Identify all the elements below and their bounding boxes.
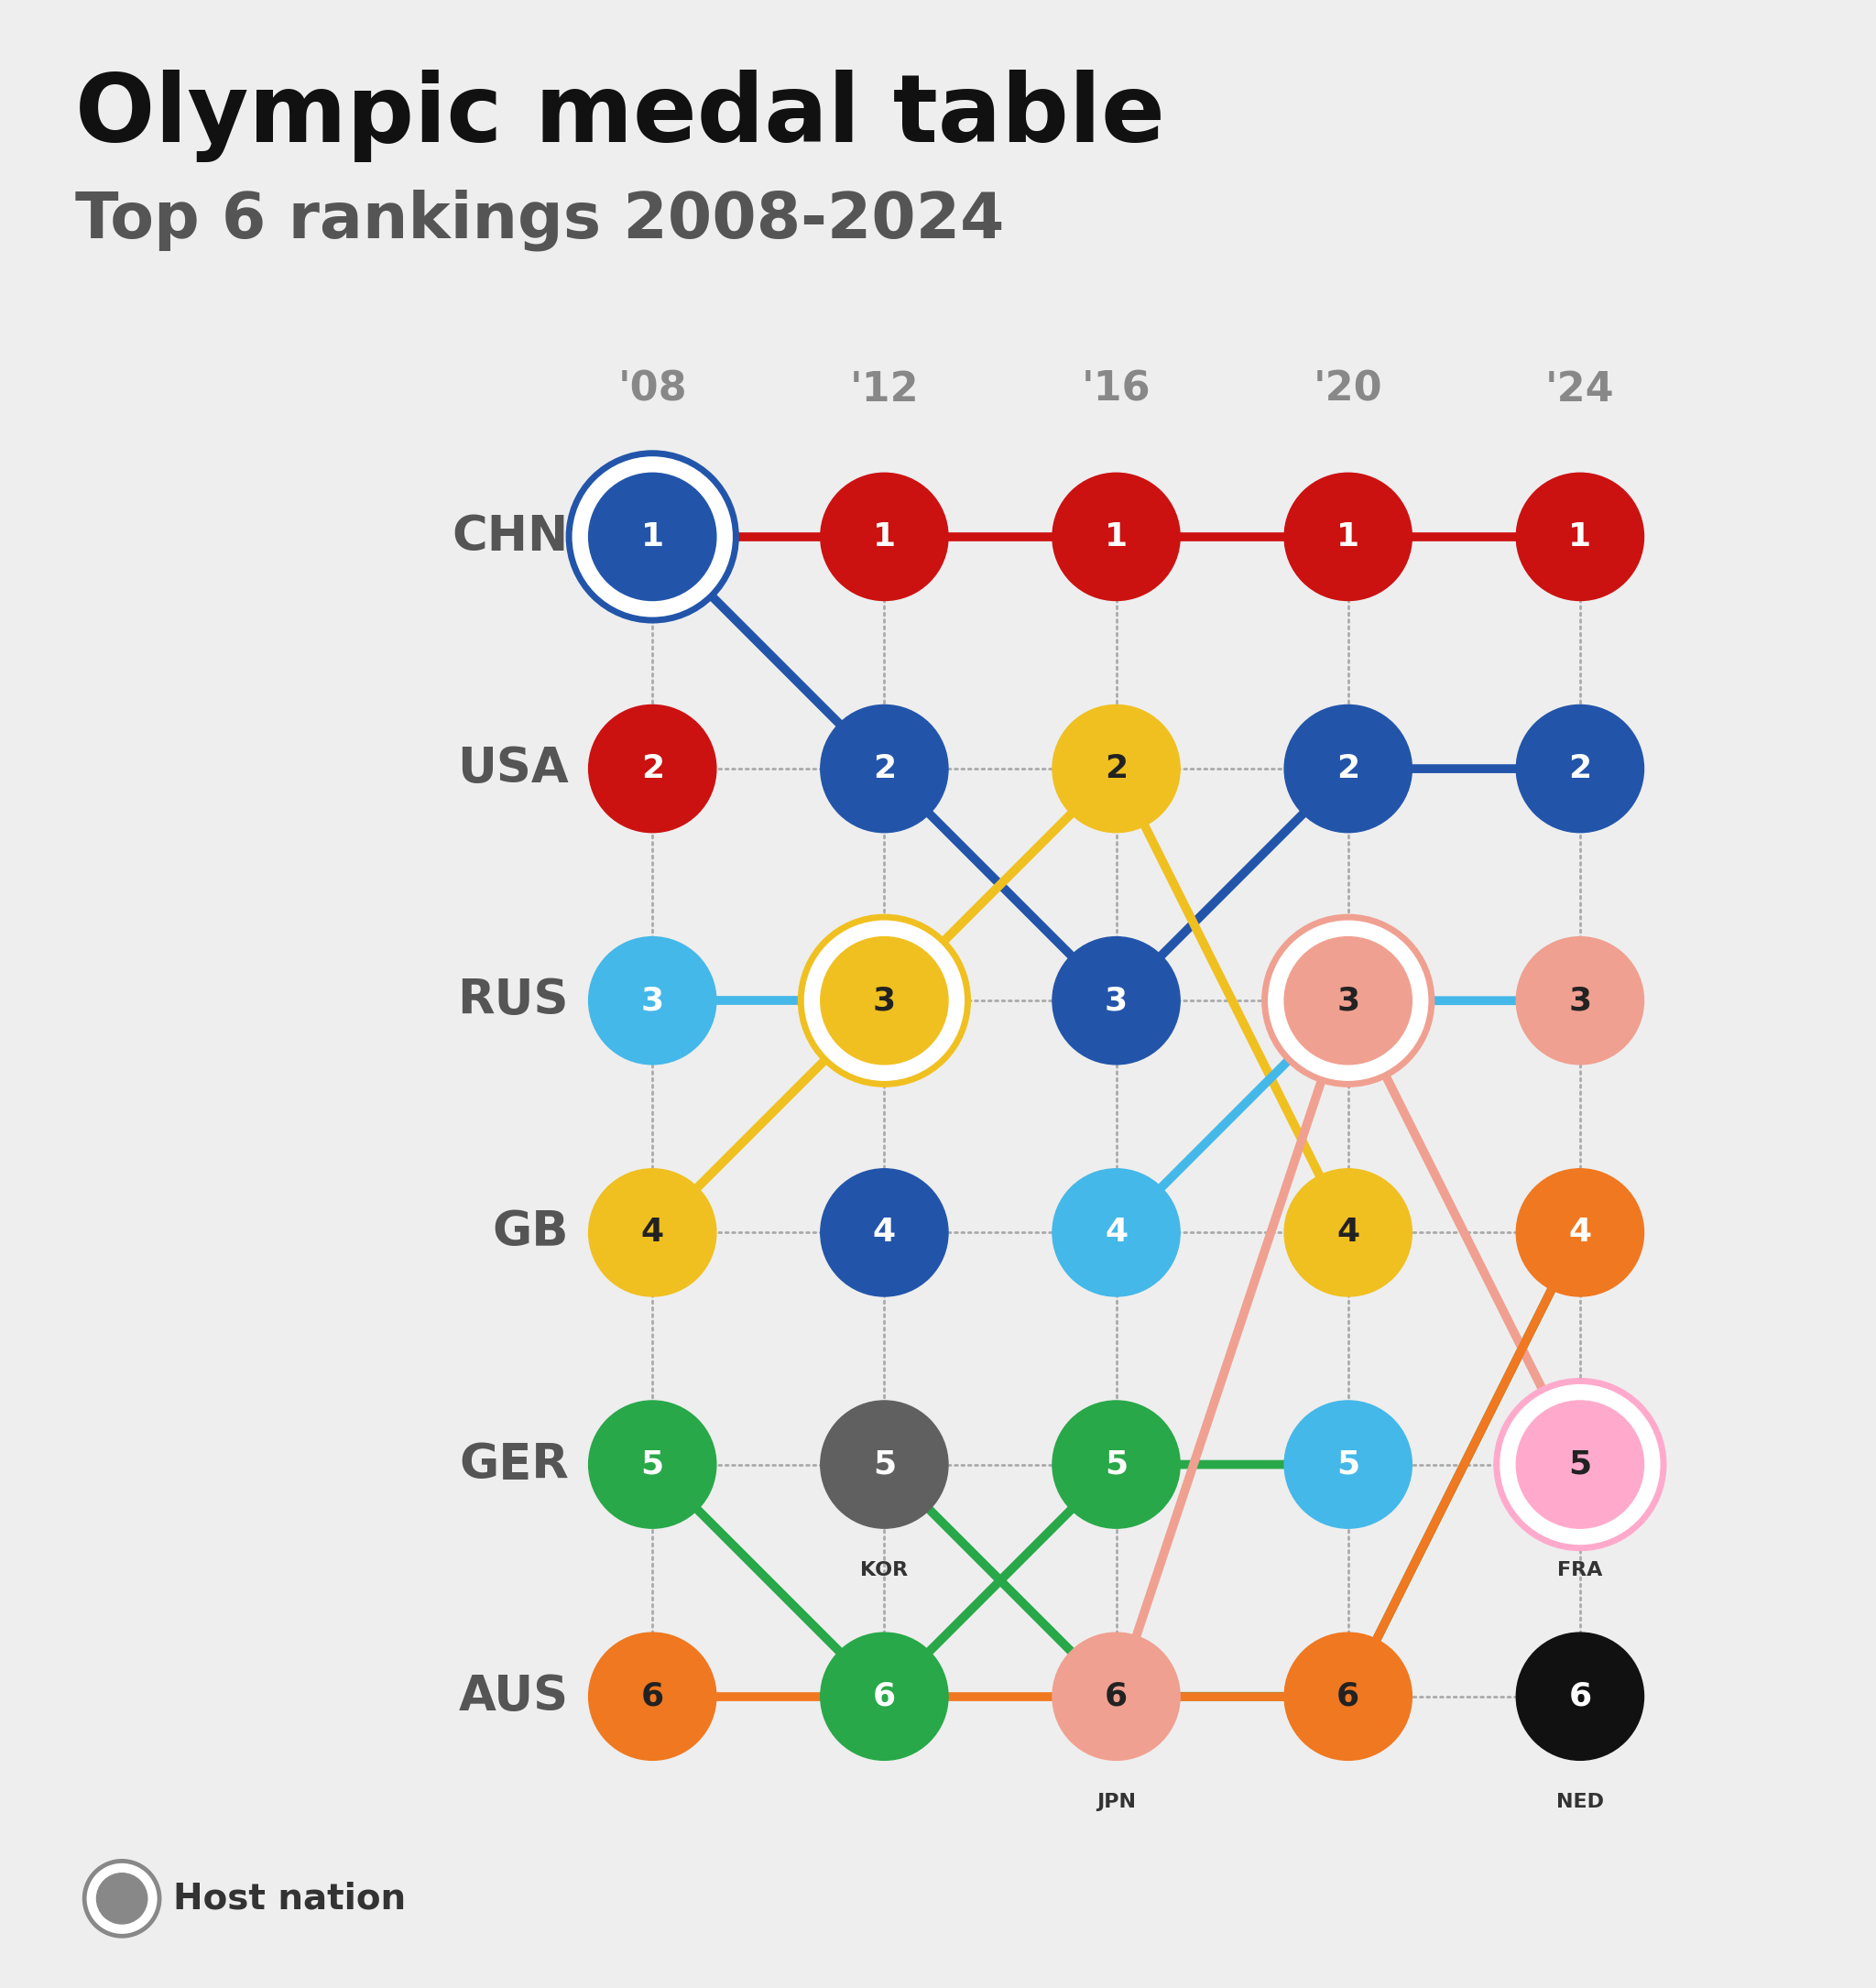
Circle shape: [820, 936, 947, 1064]
Text: 5: 5: [1336, 1449, 1360, 1481]
Text: Olympic medal table: Olympic medal table: [75, 70, 1165, 163]
Text: FRA: FRA: [1557, 1561, 1602, 1578]
Text: 6: 6: [1568, 1680, 1591, 1712]
Text: '24: '24: [1546, 370, 1615, 410]
Text: 2: 2: [642, 753, 664, 785]
Text: 3: 3: [1568, 984, 1591, 1016]
Text: '20: '20: [1313, 370, 1383, 410]
Circle shape: [801, 916, 968, 1083]
Text: 4: 4: [1568, 1217, 1591, 1248]
Text: 2: 2: [1568, 753, 1591, 785]
Circle shape: [589, 1169, 717, 1296]
Circle shape: [1285, 473, 1413, 600]
Circle shape: [1285, 1169, 1413, 1296]
Circle shape: [1516, 936, 1643, 1064]
Text: CHN: CHN: [452, 513, 568, 561]
Text: 1: 1: [642, 521, 664, 553]
Circle shape: [1052, 1402, 1180, 1529]
Text: AUS: AUS: [460, 1672, 568, 1720]
Circle shape: [589, 1632, 717, 1759]
Circle shape: [1052, 936, 1180, 1064]
Circle shape: [1264, 916, 1431, 1083]
Text: 6: 6: [1336, 1680, 1360, 1712]
Text: 4: 4: [1105, 1217, 1127, 1248]
Circle shape: [589, 1402, 717, 1529]
Text: RUS: RUS: [458, 976, 568, 1024]
Text: 2: 2: [1336, 753, 1360, 785]
Text: Host nation: Host nation: [173, 1881, 407, 1916]
Text: Top 6 rankings 2008-2024: Top 6 rankings 2008-2024: [75, 189, 1004, 250]
Text: 1: 1: [1105, 521, 1127, 553]
Circle shape: [1285, 1402, 1413, 1529]
Circle shape: [1052, 706, 1180, 833]
Text: 2: 2: [872, 753, 897, 785]
Circle shape: [98, 1873, 146, 1924]
Circle shape: [1285, 936, 1413, 1064]
Text: 5: 5: [1105, 1449, 1127, 1481]
Text: USA: USA: [458, 746, 568, 793]
Text: '16: '16: [1082, 370, 1150, 410]
Circle shape: [1285, 1632, 1413, 1759]
Circle shape: [1516, 473, 1643, 600]
Text: 5: 5: [642, 1449, 664, 1481]
Circle shape: [589, 936, 717, 1064]
Circle shape: [589, 706, 717, 833]
Text: '12: '12: [850, 370, 919, 410]
Circle shape: [1052, 1632, 1180, 1759]
Circle shape: [820, 706, 947, 833]
Circle shape: [1285, 706, 1413, 833]
Text: '08: '08: [617, 370, 687, 410]
Text: 2: 2: [1105, 753, 1127, 785]
Text: 4: 4: [642, 1217, 664, 1248]
Text: 4: 4: [1336, 1217, 1360, 1248]
Text: JPN: JPN: [1097, 1793, 1135, 1811]
Circle shape: [1516, 706, 1643, 833]
Text: 4: 4: [872, 1217, 897, 1248]
Text: 3: 3: [872, 984, 897, 1016]
Text: 1: 1: [1336, 521, 1360, 553]
Text: 3: 3: [1105, 984, 1127, 1016]
Text: NED: NED: [1557, 1793, 1604, 1811]
Text: 3: 3: [1336, 984, 1360, 1016]
Circle shape: [820, 1169, 947, 1296]
Circle shape: [1497, 1382, 1664, 1549]
Circle shape: [1516, 1169, 1643, 1296]
Circle shape: [589, 473, 717, 600]
Text: KOR: KOR: [861, 1561, 908, 1578]
Circle shape: [568, 453, 735, 620]
Text: 1: 1: [872, 521, 897, 553]
Circle shape: [1052, 1169, 1180, 1296]
Text: 6: 6: [642, 1680, 664, 1712]
Text: 6: 6: [872, 1680, 897, 1712]
Circle shape: [820, 1632, 947, 1759]
Circle shape: [1052, 473, 1180, 600]
Text: 1: 1: [1568, 521, 1591, 553]
Text: 5: 5: [1568, 1449, 1591, 1481]
Circle shape: [820, 1402, 947, 1529]
Circle shape: [1516, 1402, 1643, 1529]
Text: GB: GB: [492, 1209, 568, 1256]
Circle shape: [820, 473, 947, 600]
Circle shape: [83, 1859, 161, 1938]
Circle shape: [1516, 1632, 1643, 1759]
Text: 3: 3: [642, 984, 664, 1016]
Text: 6: 6: [1105, 1680, 1127, 1712]
Text: GER: GER: [460, 1441, 568, 1489]
Text: 5: 5: [872, 1449, 897, 1481]
